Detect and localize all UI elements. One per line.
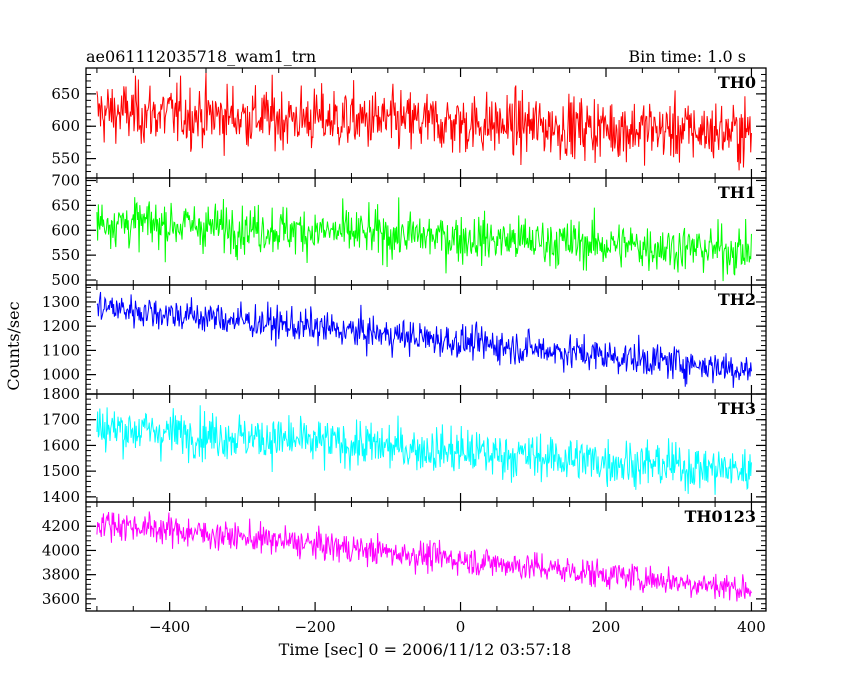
y-tick-label: 1800 (42, 385, 80, 403)
panel-label-th1: TH1 (718, 183, 756, 202)
bin-time-label: Bin time: 1.0 s (628, 47, 746, 66)
y-tick-label: 1500 (42, 462, 80, 480)
y-tick-label: 1300 (42, 293, 80, 311)
series-line-th0 (96, 72, 752, 171)
series-line-th0123 (96, 511, 752, 602)
y-tick-label: 600 (51, 221, 80, 239)
series-line-th2 (96, 291, 752, 388)
y-axis-label: Counts/sec (4, 301, 23, 390)
panel-th0123: 3600 3800 4000 4200 TH0123 (42, 501, 767, 612)
panels-group: 550 600 650 TH0 500 550 600 650 700 TH1 1000 1100 12… (42, 67, 767, 612)
y-tick-label: 1000 (42, 366, 80, 384)
chart-title: ae061112035718_wam1_trn (86, 47, 316, 66)
panel-label-th0: TH0 (718, 73, 756, 92)
x-tick-label: −200 (294, 618, 335, 636)
x-tick-label: 400 (737, 618, 766, 636)
x-tick-label: −400 (149, 618, 190, 636)
y-tick-label: 4000 (42, 541, 80, 559)
y-tick-label: 1400 (42, 488, 80, 506)
y-tick-label: 650 (51, 196, 80, 214)
series-line-th3 (96, 405, 752, 495)
series-line-th1 (96, 197, 752, 282)
y-tick-label: 1700 (42, 411, 80, 429)
y-tick-label: 1600 (42, 436, 80, 454)
x-tick-label: 0 (456, 618, 466, 636)
panel-frame (85, 501, 767, 612)
panel-label-th0123: TH0123 (684, 507, 756, 526)
panel-label-th2: TH2 (718, 290, 756, 309)
panel-frame (85, 177, 767, 286)
y-tick-label: 3600 (42, 590, 80, 608)
x-axis: −400 −200 0 200 400 (149, 618, 766, 636)
y-tick-label: 1200 (42, 317, 80, 335)
panel-th0: 550 600 650 TH0 (51, 67, 767, 179)
y-tick-label: 650 (51, 85, 80, 103)
panel-th2: 1000 1100 1200 1300 TH2 (42, 284, 767, 395)
y-tick-label: 550 (51, 150, 80, 168)
y-tick-label: 4200 (42, 517, 80, 535)
x-axis-label: Time [sec] 0 = 2006/11/12 03:57:18 (279, 640, 572, 659)
y-tick-label: 600 (51, 117, 80, 135)
panel-th3: 1400 1500 1600 1700 1800 TH3 (42, 385, 767, 506)
y-tick-label: 1100 (42, 341, 80, 359)
y-tick-label: 550 (51, 246, 80, 264)
panel-th1: 500 550 600 650 700 TH1 (51, 171, 767, 289)
x-tick-label: 200 (592, 618, 621, 636)
panel-label-th3: TH3 (718, 399, 756, 418)
y-tick-label: 3800 (42, 566, 80, 584)
y-tick-label: 500 (51, 271, 80, 289)
y-tick-label: 700 (51, 171, 80, 189)
